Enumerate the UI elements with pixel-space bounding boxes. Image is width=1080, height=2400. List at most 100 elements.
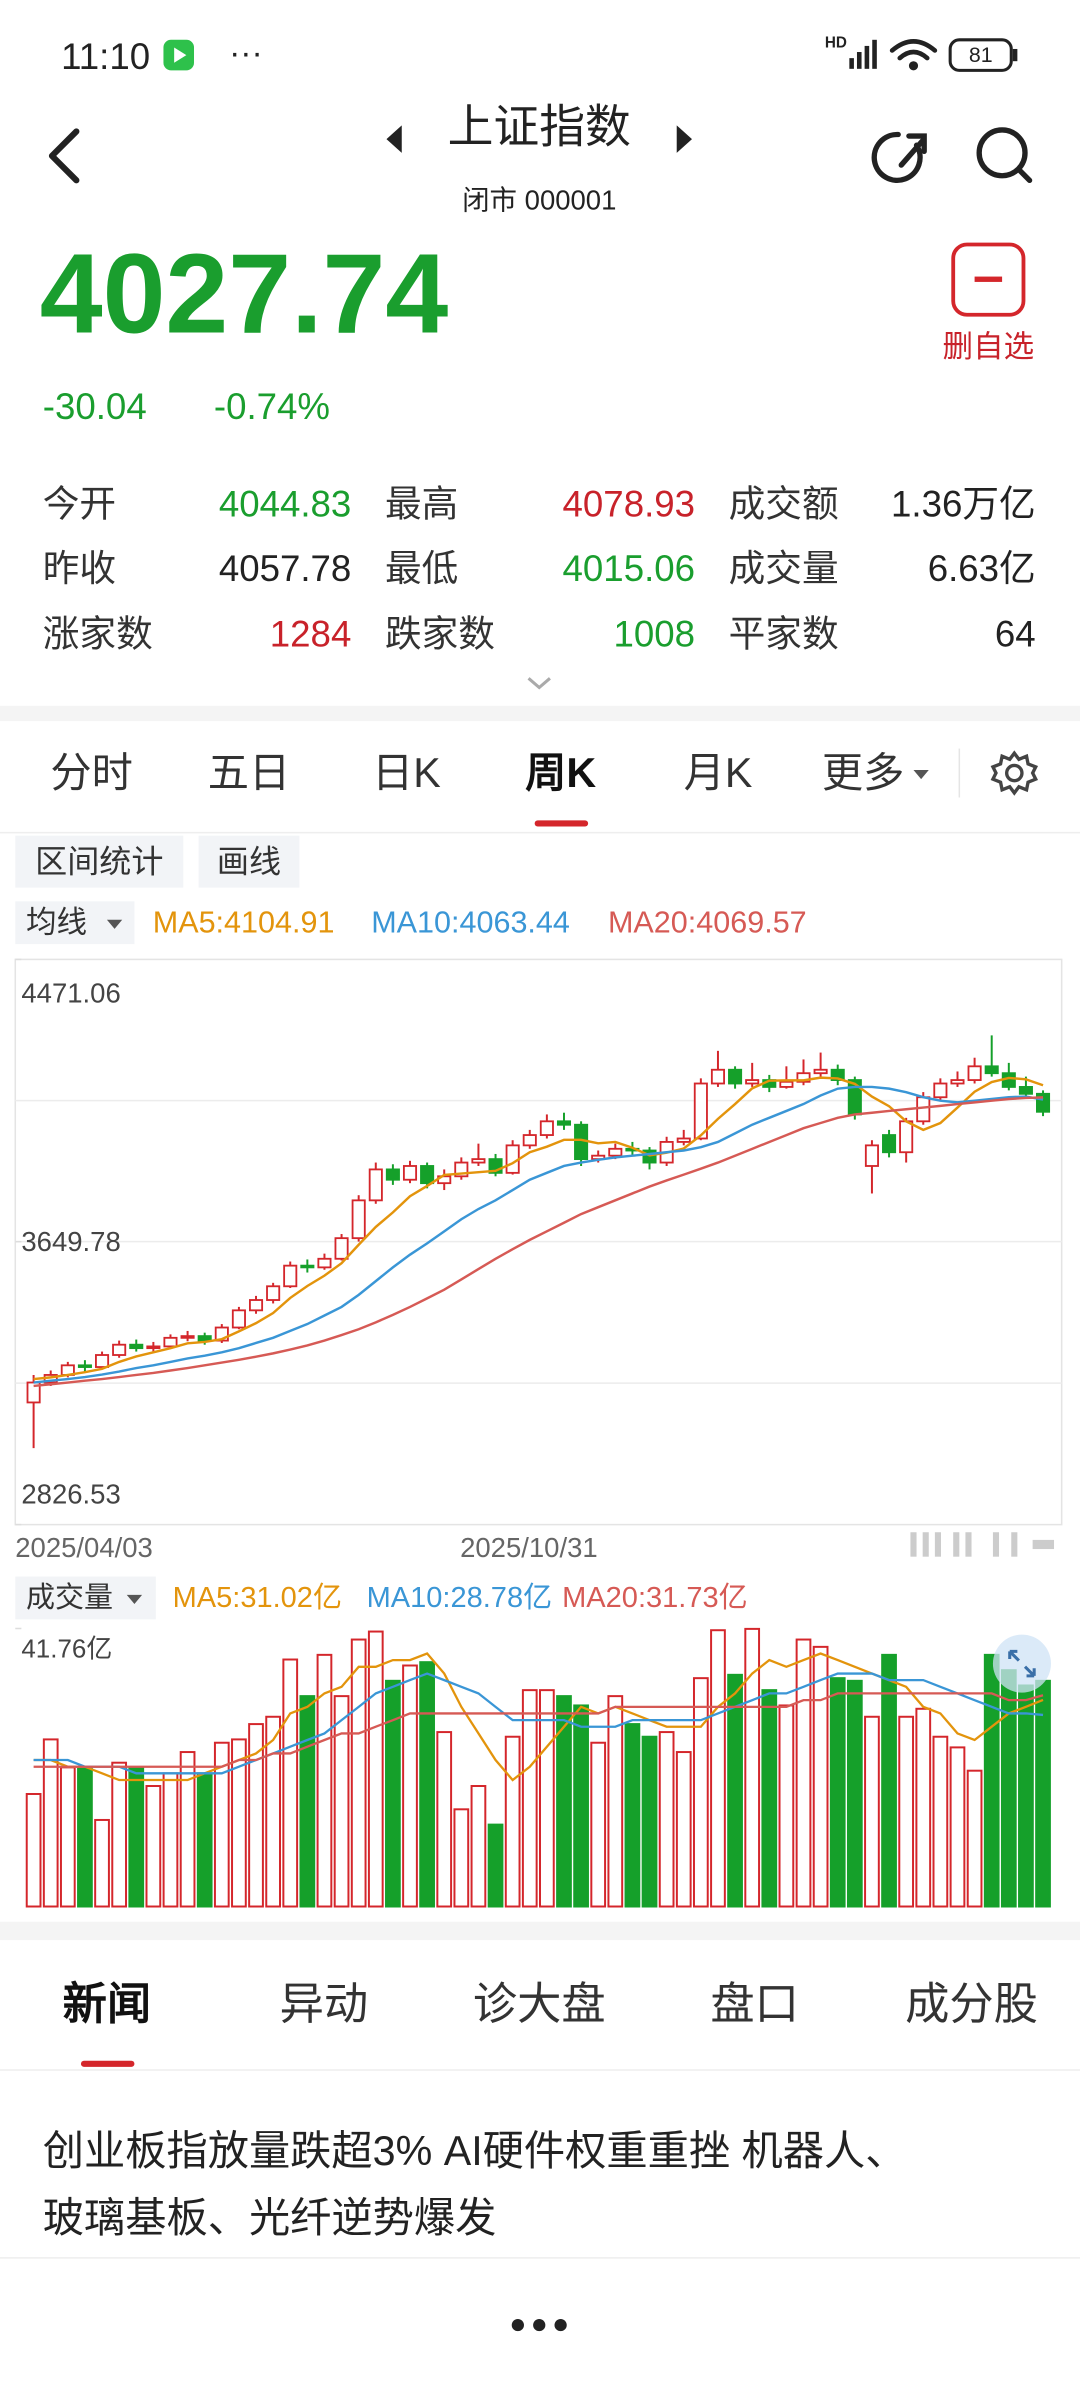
search-button[interactable] <box>976 127 1033 184</box>
indicator-label[interactable]: 成交量 <box>26 1581 113 1614</box>
tool-label[interactable]: 画线 <box>217 844 281 880</box>
stat-label: 最高 <box>385 484 458 525</box>
watchlist-minus <box>974 276 1003 282</box>
stat-value: 4078.93 <box>563 484 696 525</box>
candle-body <box>899 1120 914 1154</box>
zoom-button[interactable] <box>992 1634 1051 1693</box>
candle-body <box>745 1079 760 1085</box>
candle-body <box>950 1079 965 1085</box>
candle-body <box>608 1147 623 1157</box>
stat-value: 1008 <box>614 614 696 655</box>
candle-body <box>522 1134 537 1147</box>
volume-bar <box>573 1704 589 1908</box>
selector-caret <box>106 919 123 929</box>
candle-body <box>180 1335 195 1339</box>
volume-bar <box>864 1715 880 1908</box>
volume-bar <box>761 1689 778 1908</box>
volume-bar <box>453 1808 470 1908</box>
news-headline[interactable]: 玻璃基板、光纤逆势爆发 <box>43 2195 497 2241</box>
prev-index[interactable] <box>386 125 402 153</box>
period-tab[interactable]: 五日 <box>208 750 290 796</box>
volume-bar <box>915 1707 932 1908</box>
tool-label[interactable]: 区间统计 <box>35 844 163 880</box>
candle-body <box>1018 1086 1033 1095</box>
stat-value: 6.63亿 <box>928 548 1036 589</box>
charts: 4471.06 3649.78 2826.53 2025/04/03 2025/10/3… <box>15 906 1062 1908</box>
stat-value: 64 <box>995 614 1036 655</box>
settings-button[interactable] <box>990 750 1039 796</box>
volume-bar <box>367 1630 384 1908</box>
period-tab[interactable]: 更多 <box>822 750 904 796</box>
share-button[interactable] <box>871 131 927 183</box>
volume-bar <box>282 1658 299 1908</box>
candle-body <box>864 1144 879 1167</box>
more-dots[interactable] <box>511 2318 567 2332</box>
indicator-label[interactable]: 均线 <box>26 906 87 940</box>
volume-bar <box>710 1629 726 1908</box>
page-title: 上证指数 <box>448 101 631 152</box>
volume-bar <box>658 1731 675 1908</box>
candle-body <box>77 1364 92 1368</box>
tool-button[interactable] <box>15 835 184 888</box>
volume-bar <box>881 1653 897 1908</box>
volume-bar <box>487 1823 504 1908</box>
period-tab[interactable]: 分时 <box>50 750 132 796</box>
volume-bar <box>504 1735 521 1908</box>
candle-body <box>556 1120 572 1126</box>
zoom-icon <box>1008 1649 1036 1678</box>
period-tab[interactable]: 月K <box>684 750 753 796</box>
volume-bar <box>248 1723 264 1908</box>
volume-bar <box>556 1695 572 1908</box>
news-tab-active[interactable]: 新闻 <box>63 1980 152 2029</box>
separator <box>0 705 1080 722</box>
volume-bar <box>385 1679 401 1908</box>
candle-body <box>283 1264 298 1288</box>
expand-chevron[interactable] <box>527 677 551 690</box>
tool-button[interactable] <box>198 835 300 888</box>
status-time: 11:10 <box>61 36 150 77</box>
legend-entry: MA10:28.78亿 <box>367 1581 553 1614</box>
volume-bar <box>675 1751 692 1908</box>
volume-bar <box>983 1653 1000 1908</box>
volume-bar <box>419 1661 435 1908</box>
stat-value: 4015.06 <box>563 548 696 589</box>
candle-body <box>248 1299 264 1312</box>
volume-bar <box>846 1679 863 1908</box>
volume-bar <box>795 1638 812 1908</box>
period-tab-active[interactable]: 周K <box>525 750 596 796</box>
news-tab[interactable]: 成分股 <box>905 1980 1038 2029</box>
watchlist-button[interactable] <box>951 242 1026 317</box>
volume-bar <box>829 1677 846 1908</box>
stat-label: 今开 <box>43 484 116 525</box>
volume-bar <box>213 1741 230 1908</box>
ma-line <box>33 1076 1044 1381</box>
next-index[interactable] <box>676 125 692 153</box>
news-headline[interactable]: 创业板指放量跌超3% AI硬件权重重挫 机器人、 <box>43 2128 907 2174</box>
volume-bar <box>162 1772 179 1908</box>
candle-body <box>693 1082 708 1140</box>
stat-label: 跌家数 <box>385 614 495 655</box>
news-tab[interactable]: 盘口 <box>710 1980 799 2029</box>
candle-body <box>984 1065 999 1075</box>
axis-end-icon <box>910 1532 1055 1557</box>
status-more: ··· <box>229 35 263 72</box>
volume-bar <box>778 1704 795 1908</box>
legend-entry: MA20:4069.57 <box>608 906 807 940</box>
volume-bar <box>77 1766 93 1908</box>
volume-bar <box>898 1715 915 1908</box>
news-tab[interactable]: 异动 <box>280 1980 369 2029</box>
volume-bar <box>1018 1684 1034 1908</box>
news-tab[interactable]: 诊大盘 <box>473 1980 606 2029</box>
watchlist-label[interactable]: 删自选 <box>943 330 1035 364</box>
back-button[interactable] <box>48 128 80 184</box>
x-tick-label: 2025/04/03 <box>15 1532 153 1563</box>
stat-label: 涨家数 <box>43 614 153 655</box>
stat-label: 成交额 <box>729 484 839 525</box>
candle-body <box>402 1165 418 1181</box>
candle-body <box>967 1065 982 1081</box>
volume-bar <box>692 1677 709 1908</box>
period-tab[interactable]: 日K <box>372 750 441 796</box>
tab-underline <box>534 820 589 827</box>
volume-bar <box>128 1766 145 1908</box>
